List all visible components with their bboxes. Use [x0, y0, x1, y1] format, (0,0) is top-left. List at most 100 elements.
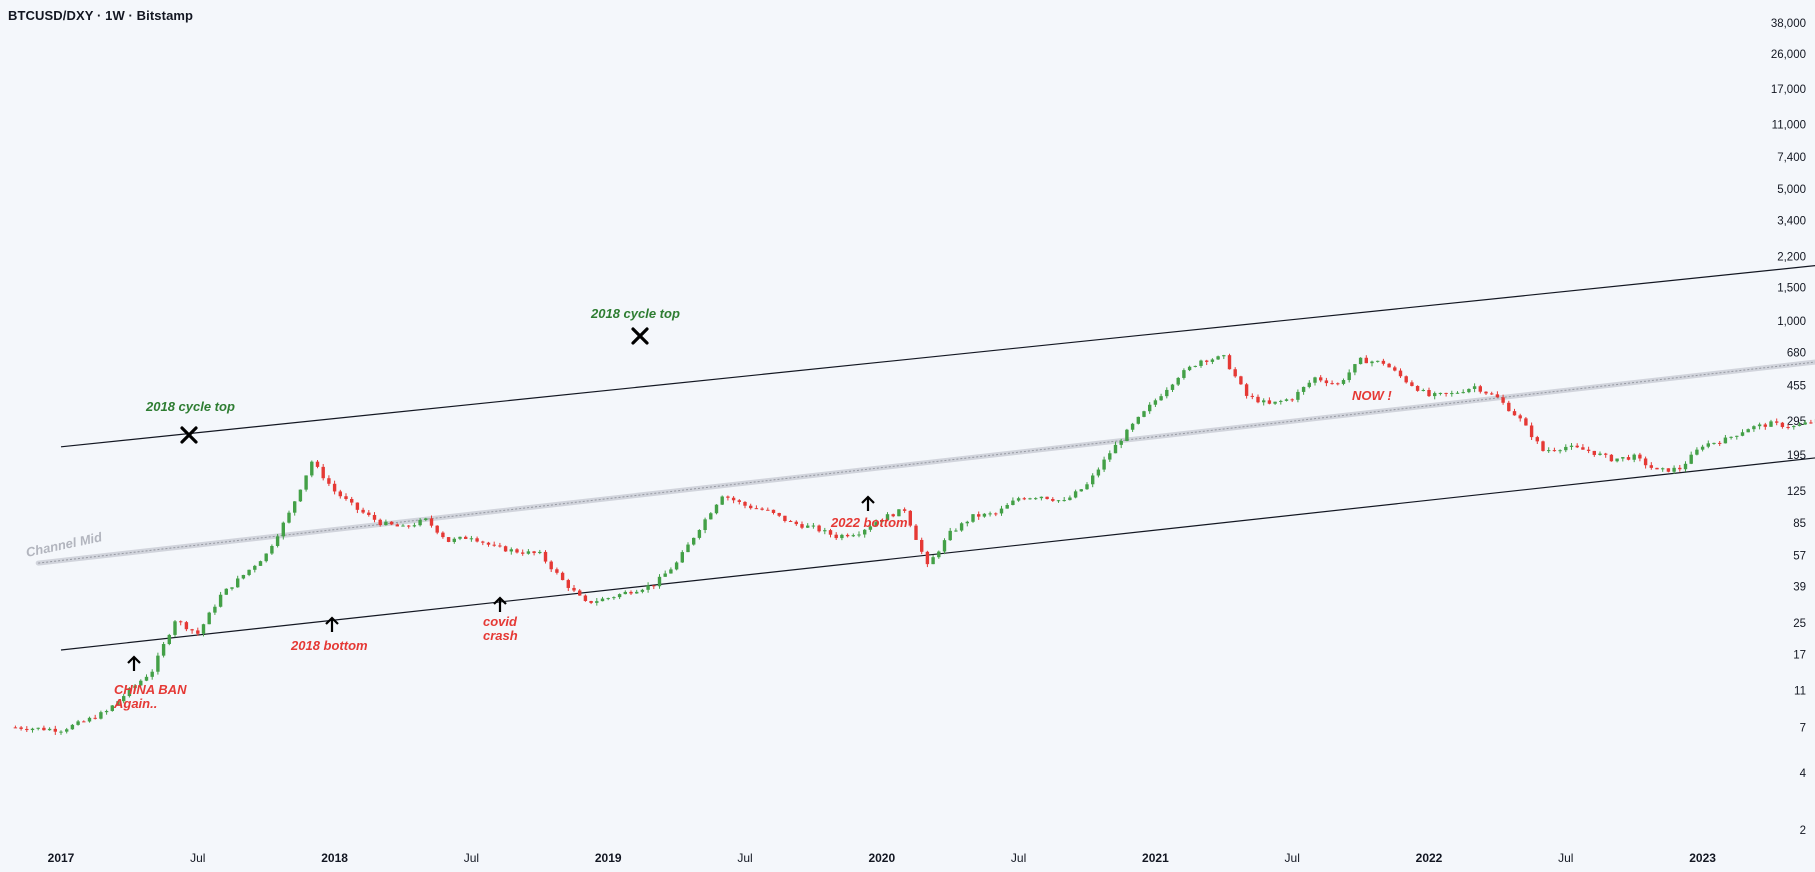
candle-body: [1626, 457, 1631, 460]
candle-body: [925, 551, 930, 565]
candle-body: [201, 624, 206, 634]
candle-body: [47, 728, 52, 731]
candle-body: [452, 538, 456, 542]
candle-body: [1809, 422, 1813, 424]
x-axis-label: 2019: [595, 851, 622, 865]
candle-body: [486, 542, 491, 545]
candle-body: [76, 721, 80, 725]
candle-body: [361, 509, 365, 513]
candle-body: [680, 552, 684, 563]
candle-body: [1364, 357, 1368, 364]
candle-body: [1056, 500, 1061, 502]
y-axis-label: 1,000: [1777, 316, 1806, 328]
arrow-up-icon: [127, 655, 141, 664]
candle-body: [304, 475, 308, 490]
candle-body: [1244, 384, 1249, 396]
candle-body: [515, 549, 519, 553]
candle-body: [532, 551, 536, 554]
candle-body: [1518, 415, 1522, 419]
candle-body: [1683, 463, 1688, 470]
candle-body: [1073, 491, 1078, 498]
candle-body: [1706, 443, 1710, 447]
x-axis-label: 2017: [48, 851, 75, 865]
candle-body: [1091, 475, 1095, 485]
chart-annotation: CHINA BAN Again..: [113, 682, 187, 711]
candle-body: [902, 509, 907, 511]
x-axis-label: Jul: [464, 851, 479, 865]
candle-body: [70, 724, 75, 730]
candle-body: [863, 529, 867, 535]
candle-body: [412, 525, 417, 527]
candle-body: [1284, 399, 1289, 401]
candle-body: [1655, 467, 1659, 470]
candle-body: [720, 496, 724, 505]
candle-body: [338, 491, 342, 497]
candle-body: [1541, 441, 1545, 451]
candle-body: [703, 519, 707, 531]
candle-body: [1797, 424, 1802, 427]
x-axis-label: 2018: [321, 851, 348, 865]
candle-body: [65, 729, 69, 732]
candle-body: [1501, 397, 1505, 403]
candle-body: [674, 562, 679, 570]
y-axis-label: 25: [1793, 618, 1806, 630]
candle-body: [1370, 361, 1374, 364]
arrow-up-icon: [325, 616, 339, 625]
candle-body: [959, 523, 964, 531]
annotation-line: 2022 bottom: [830, 515, 908, 530]
candle-body: [669, 569, 673, 574]
candle-body: [1222, 355, 1226, 357]
candle-body: [811, 525, 816, 527]
candle-body: [446, 537, 451, 542]
candle-body: [942, 540, 947, 552]
candle-body: [258, 561, 263, 566]
candle-body: [1005, 504, 1009, 509]
candle-body: [1136, 416, 1140, 424]
candle-body: [1125, 429, 1129, 441]
candle-body: [321, 466, 325, 479]
candle-body: [726, 496, 730, 498]
y-axis-label: 57: [1793, 551, 1806, 563]
candle-body: [971, 514, 975, 522]
candle-body: [1638, 454, 1642, 459]
candle-body: [1159, 396, 1163, 401]
candle-body: [1011, 500, 1015, 505]
annotation-line: covid: [483, 614, 518, 629]
candle-body: [110, 705, 114, 711]
candle-body: [1472, 386, 1477, 389]
candle-body: [1461, 392, 1465, 394]
candle-body: [1130, 423, 1135, 430]
candle-body: [287, 512, 291, 523]
candle-body: [1752, 426, 1756, 430]
candle-body: [657, 576, 662, 587]
candle-body: [937, 551, 941, 558]
candle-body: [686, 544, 690, 553]
candle-body: [441, 532, 445, 538]
candle-body: [840, 534, 844, 539]
candle-body: [1034, 498, 1038, 500]
candle-body: [1484, 391, 1488, 394]
candle-body: [931, 557, 935, 565]
symbol-title[interactable]: BTCUSD/DXY · 1W · Bitstamp: [8, 8, 194, 23]
candle-body: [1262, 400, 1266, 403]
x-axis-label: 2020: [868, 851, 895, 865]
candle-body: [1718, 442, 1722, 444]
candle-body: [469, 538, 474, 540]
candle-body: [435, 525, 439, 533]
candle-body: [1393, 367, 1397, 371]
y-axis-label: 1,500: [1777, 283, 1806, 295]
candle-body: [692, 537, 696, 545]
candle-body: [1723, 437, 1728, 444]
candle-body: [543, 551, 548, 562]
annotation-line: 2018 cycle top: [590, 306, 680, 321]
candle-body: [538, 551, 542, 554]
candle-body: [600, 598, 605, 602]
candle-body: [395, 524, 399, 527]
candle-body: [1507, 402, 1511, 412]
candle-body: [1695, 449, 1699, 455]
candle-body: [612, 597, 616, 599]
candle-body: [1273, 401, 1277, 404]
y-axis-label: 2: [1800, 825, 1806, 837]
candle-body: [1495, 394, 1500, 398]
